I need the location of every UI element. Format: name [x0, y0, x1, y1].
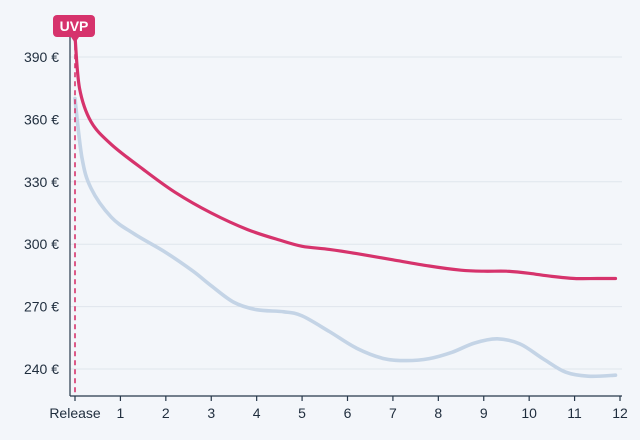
y-tick-label: 240 € [24, 361, 59, 377]
x-tick-label: 9 [480, 405, 488, 421]
x-tick-label: 6 [344, 405, 352, 421]
y-tick-label: 360 € [24, 111, 59, 127]
series-lines [73, 34, 618, 379]
series-line-1 [73, 96, 618, 379]
y-tick-label: 300 € [24, 236, 59, 252]
uvp-badge [53, 15, 95, 37]
y-tick-label: 390 € [24, 49, 59, 65]
uvp-badge-label: UVP [60, 18, 89, 34]
uvp-badge-pointer [71, 37, 79, 43]
x-tick-label: 12 [612, 405, 628, 421]
x-tick-label: 1 [117, 405, 125, 421]
y-tick-label: 270 € [24, 299, 59, 315]
x-tick-label: 5 [298, 405, 306, 421]
x-tick-label: 4 [253, 405, 261, 421]
x-tick-label: Release [49, 405, 101, 421]
x-tick-label: 10 [521, 405, 537, 421]
series-line-0 [73, 34, 618, 281]
x-axis-ticks: Release 1 2 3 4 5 6 7 8 9 10 11 12 [49, 396, 628, 421]
x-tick-label: 7 [389, 405, 397, 421]
y-axis-ticks: 240 € 270 € 300 € 330 € 360 € 390 € [24, 49, 59, 377]
uvp-annotation: UVP [53, 15, 95, 396]
y-tick-label: 330 € [24, 174, 59, 190]
x-tick-label: 8 [434, 405, 442, 421]
x-tick-label: 3 [207, 405, 215, 421]
x-tick-label: 11 [567, 405, 582, 421]
x-tick-label: 2 [162, 405, 170, 421]
